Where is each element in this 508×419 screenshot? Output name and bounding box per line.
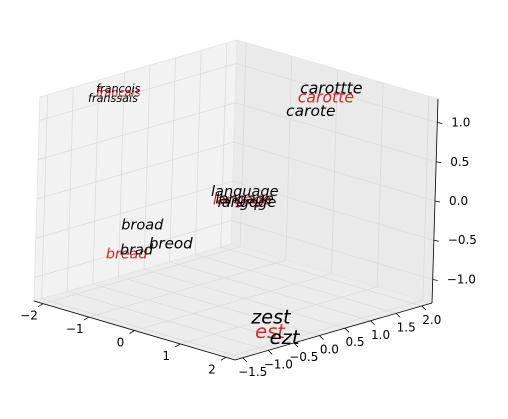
x-tick-mark <box>129 330 135 334</box>
grid-line <box>236 63 438 123</box>
data-label: langqge <box>218 195 277 211</box>
y-tick-label: 2.0 <box>422 313 441 327</box>
grid-line <box>36 141 235 200</box>
y-tick-label: −1.5 <box>238 365 267 379</box>
data-label: broad <box>121 217 164 233</box>
grid-line <box>231 220 433 280</box>
y-tick-label: −0.5 <box>289 350 318 364</box>
data-label: carottte <box>300 78 362 97</box>
x-tick-label: 0 <box>117 336 125 350</box>
x-tick-mark <box>83 316 90 321</box>
data-label: breod <box>149 235 193 253</box>
z-tick-label: 1.0 <box>451 116 470 130</box>
data-label: carote <box>286 102 336 120</box>
data-label: langage <box>213 192 271 208</box>
z-tick-mark <box>432 279 438 281</box>
grid-line <box>232 180 434 241</box>
data-label: est <box>255 320 286 343</box>
y-tick-mark <box>344 327 350 333</box>
y-tick-mark <box>319 335 324 340</box>
y-tick-label: −1.0 <box>264 357 293 371</box>
grid-line <box>233 141 436 202</box>
grid-lines <box>34 42 438 359</box>
z-tick-mark <box>436 161 442 164</box>
grid-line <box>195 253 397 314</box>
data-label: brad <box>120 242 154 258</box>
grid-line <box>143 268 346 329</box>
z-tick-mark <box>434 200 441 203</box>
data-label: carotte <box>298 88 354 107</box>
grid-line <box>235 102 437 163</box>
grid-line <box>39 63 237 121</box>
y-tick-label: 1.5 <box>397 320 416 334</box>
y-tick-mark <box>370 320 375 326</box>
grid-line <box>34 220 232 278</box>
grid-line <box>38 102 236 161</box>
z-tick-label: −1.0 <box>447 273 476 287</box>
y-tick-mark <box>242 357 247 363</box>
grid-line <box>35 180 233 239</box>
data-label: francois <box>96 83 141 96</box>
x-tick-mark <box>174 343 181 348</box>
data-label: français <box>96 87 141 100</box>
grid-line <box>92 283 294 344</box>
grid-line <box>41 298 243 359</box>
data-label: language <box>211 184 279 200</box>
z-tick-label: 0.5 <box>450 155 469 169</box>
y-tick-mark <box>267 350 273 355</box>
z-tick-mark <box>437 122 443 124</box>
data-label: ezt <box>270 326 301 349</box>
x-tick-label: 2 <box>208 362 216 376</box>
x-tick-label: −2 <box>20 309 38 323</box>
x-tick-mark <box>37 303 44 308</box>
grid-line <box>169 261 371 322</box>
y-axis-line <box>234 302 433 361</box>
data-label: zest <box>250 305 292 328</box>
y-tick-mark <box>395 313 401 318</box>
y-tick-label: 1.0 <box>371 328 390 342</box>
grid-line <box>220 246 422 307</box>
z-tick-label: 0.0 <box>449 194 468 208</box>
x-tick-label: 1 <box>162 349 170 363</box>
z-tick-mark <box>433 239 439 242</box>
grid-line <box>118 276 320 336</box>
x-tick-label: −1 <box>66 322 84 336</box>
y-tick-mark <box>293 342 299 348</box>
x-tick-mark <box>220 356 227 361</box>
y-tick-label: 0.5 <box>345 335 364 349</box>
y-tick-label: 0.0 <box>320 343 339 357</box>
data-label: bread <box>106 246 149 262</box>
data-label: franssais <box>88 92 138 105</box>
y-tick-mark <box>421 305 427 311</box>
z-tick-label: −0.5 <box>448 233 477 247</box>
grid-line <box>67 290 269 351</box>
data-label: langage <box>215 192 273 208</box>
